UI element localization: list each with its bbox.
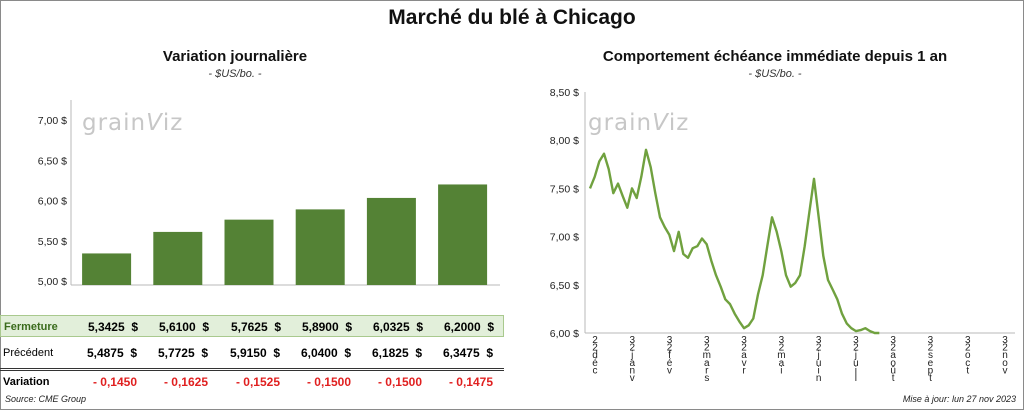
table-cell: 5,6100 $ bbox=[158, 320, 209, 334]
table-row: Variation - 0,1450 - 0,1625 - 0,1525 - 0,150… bbox=[0, 368, 504, 393]
table-cell: - 0,1450 bbox=[92, 375, 137, 389]
right-chart-title: Comportement échéance immédiate depuis 1… bbox=[602, 48, 948, 65]
bar-y-tick-label: 6,00 $ bbox=[38, 196, 67, 208]
bar bbox=[82, 253, 132, 285]
bar bbox=[438, 184, 488, 285]
bar-y-tick-label: 5,50 $ bbox=[38, 236, 67, 248]
table-cell: 5,4875 $ bbox=[86, 346, 137, 360]
watermark-left: grainViz bbox=[82, 110, 183, 136]
table-cell: 6,0325 $ bbox=[372, 320, 423, 334]
line-y-tick-label: 6,00 $ bbox=[550, 328, 579, 340]
table-cell: - 0,1500 bbox=[306, 375, 351, 389]
line-y-tick-label: 8,00 $ bbox=[550, 135, 579, 147]
line-y-tick-label: 6,50 $ bbox=[550, 280, 579, 292]
price-series-line bbox=[588, 148, 880, 335]
table-cell: 5,7725 $ bbox=[157, 346, 208, 360]
bar bbox=[224, 219, 274, 285]
bar-category-label: mai 24 bbox=[230, 298, 268, 300]
watermark-suffix: iz bbox=[162, 110, 184, 136]
table-cell: - 0,1625 bbox=[163, 375, 208, 389]
table-cell: 5,3425 $ bbox=[87, 320, 138, 334]
bar-category-label: déc 24 bbox=[444, 298, 482, 300]
bar-chart: 5,00 $ 5,50 $ 6,00 $ 6,50 $ 7,00 $ déc 23 mar… bbox=[38, 100, 500, 300]
table-cell: 6,1825 $ bbox=[371, 346, 422, 360]
bar-y-tick-label: 5,00 $ bbox=[38, 276, 67, 288]
update-note: Mise à jour: lun 27 nov 2023 bbox=[902, 394, 1016, 404]
table-row: Fermeture 5,3425 $ 5,6100 $ 5,7625 $ 5,8900 … bbox=[0, 315, 504, 337]
line-y-tick-label: 7,00 $ bbox=[550, 232, 579, 244]
source-note: Source: CME Group bbox=[5, 394, 87, 404]
table-row-label: Variation bbox=[3, 376, 50, 388]
table-cell: 6,2000 $ bbox=[443, 320, 494, 334]
watermark-prefix: grain bbox=[588, 110, 653, 136]
watermark-right: grainViz bbox=[588, 110, 689, 136]
table-row-label: Fermeture bbox=[4, 321, 58, 333]
bar-y-tick-label: 7,00 $ bbox=[38, 115, 67, 127]
bar bbox=[366, 197, 416, 285]
table-cell: 5,8900 $ bbox=[301, 320, 352, 334]
watermark-accent: V bbox=[652, 110, 669, 136]
main-title: Marché du blé à Chicago bbox=[388, 6, 636, 29]
table-cell: - 0,1525 bbox=[235, 375, 280, 389]
bar bbox=[153, 231, 203, 285]
bar-category-label: déc 23 bbox=[88, 298, 126, 300]
right-chart-unit: - $US/bo. - bbox=[748, 68, 802, 80]
watermark-suffix: iz bbox=[668, 110, 690, 136]
table-cell: - 0,1500 bbox=[377, 375, 422, 389]
table-cell: 5,7625 $ bbox=[230, 320, 281, 334]
line-y-tick-label: 8,50 $ bbox=[550, 87, 579, 99]
bar bbox=[295, 209, 345, 285]
bar-y-tick-label: 6,50 $ bbox=[38, 155, 67, 167]
left-chart-title: Variation journalière bbox=[162, 48, 308, 65]
table-cell: 6,3475 $ bbox=[442, 346, 493, 360]
table-row: Précédent 5,4875 $ 5,7725 $ 5,9150 $ 6,0400 … bbox=[0, 342, 504, 364]
left-chart-unit: - $US/bo. - bbox=[208, 68, 262, 80]
watermark-prefix: grain bbox=[82, 110, 147, 136]
watermark-accent: V bbox=[146, 110, 163, 136]
line-y-tick-label: 7,50 $ bbox=[550, 183, 579, 195]
table-cell: 6,0400 $ bbox=[300, 346, 351, 360]
table-cell: - 0,1475 bbox=[448, 375, 493, 389]
table-cell: 5,9150 $ bbox=[229, 346, 280, 360]
table-row-label: Précédent bbox=[3, 347, 54, 359]
